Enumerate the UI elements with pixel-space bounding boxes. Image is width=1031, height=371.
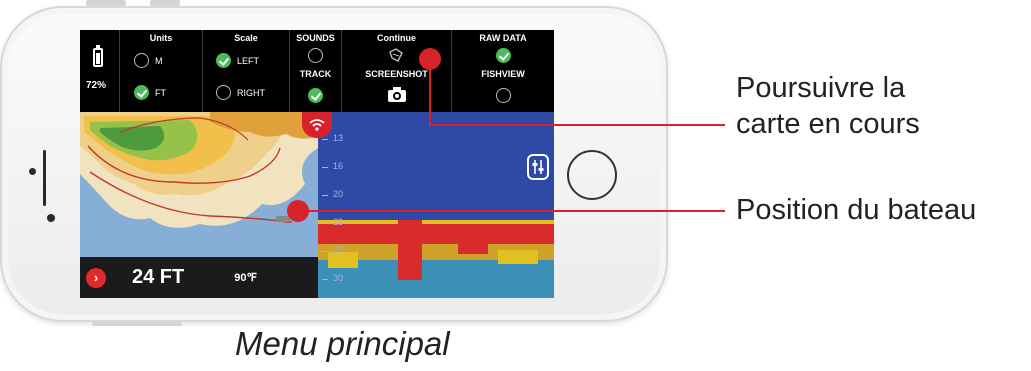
wifi-status-tab[interactable]	[302, 112, 332, 138]
power-button	[92, 322, 182, 326]
depth-tick	[322, 223, 328, 224]
sliders-icon	[532, 160, 544, 174]
continue-button[interactable]	[388, 46, 406, 64]
fishview-toggle[interactable]	[496, 88, 511, 103]
scale-option-left-label: LEFT	[237, 55, 260, 66]
units-option-m[interactable]: M	[134, 53, 163, 68]
track-toggle[interactable]	[308, 88, 323, 103]
sonar-view[interactable]	[318, 112, 554, 298]
continue-screenshot-group: Continue SCREENSHOT	[342, 30, 452, 112]
scale-option-right-label: RIGHT	[237, 87, 265, 98]
depth-readout: 24 FT	[132, 266, 185, 288]
figure-caption: Menu principal	[235, 325, 450, 362]
scale-option-right[interactable]: RIGHT	[216, 85, 265, 100]
scale-option-left[interactable]: LEFT	[216, 53, 259, 68]
continue-label-line2: carte en cours	[736, 108, 920, 140]
boat-callout-dot	[287, 200, 309, 222]
raw-data-title: RAW DATA	[479, 33, 527, 43]
depth-tick-label: 13	[333, 133, 344, 143]
continue-label-line1: Poursuivre la	[736, 72, 906, 104]
depth-tick-label: 20	[333, 189, 344, 199]
phone-speaker	[43, 150, 46, 206]
units-option-ft-label: FT	[155, 87, 166, 98]
units-title: Units	[149, 33, 173, 43]
depth-tick	[322, 195, 328, 196]
raw-data-toggle[interactable]	[496, 48, 511, 63]
depth-tick	[322, 251, 328, 252]
depth-status-bar: › 24 FT 90℉	[80, 257, 318, 298]
depth-tick	[322, 167, 328, 168]
temperature-readout: 90℉	[234, 272, 257, 284]
radio-unchecked-icon	[216, 85, 231, 100]
sonar-settings-button[interactable]	[527, 154, 549, 180]
track-title: TRACK	[299, 69, 332, 79]
depth-tick-label: 16	[333, 161, 344, 171]
rawdata-fishview-group: RAW DATA FISHVIEW	[452, 30, 554, 112]
depth-scale: 13 16 20 23 27 30	[318, 112, 344, 298]
main-menu: 72% Units M FT Scale LEFT RIGHT	[80, 30, 554, 112]
battery-icon	[93, 45, 103, 67]
depth-tick	[322, 279, 328, 280]
wifi-icon	[309, 119, 325, 131]
battery-status: 72%	[80, 30, 120, 112]
depth-tick	[322, 139, 328, 140]
front-camera	[29, 168, 36, 175]
map-icon	[389, 48, 403, 62]
depth-tick-label: 23	[333, 217, 344, 227]
sonar-graphic	[318, 112, 554, 298]
continue-callout-line	[429, 124, 725, 126]
radio-checked-icon	[216, 53, 231, 68]
units-option-m-label: M	[155, 55, 163, 66]
camera-icon	[388, 87, 406, 102]
home-button[interactable]	[567, 150, 617, 200]
sounds-toggle[interactable]	[308, 48, 323, 63]
units-group: Units M FT	[120, 30, 203, 112]
sounds-track-group: SOUNDS TRACK	[290, 30, 342, 112]
radio-checked-icon	[134, 85, 149, 100]
fishview-title: FISHVIEW	[481, 69, 525, 79]
sounds-title: SOUNDS	[296, 33, 335, 43]
proximity-sensor	[47, 214, 55, 222]
depth-tick-label: 30	[333, 273, 344, 283]
volume-button	[86, 0, 126, 6]
depth-tick-label: 27	[333, 245, 344, 255]
boat-callout-line	[300, 210, 725, 212]
app-screen: 72% Units M FT Scale LEFT RIGHT	[80, 30, 554, 298]
scale-title: Scale	[234, 33, 258, 43]
boat-label: Position du bateau	[736, 194, 977, 226]
side-button	[150, 0, 180, 6]
continue-label: Poursuivre la carte en cours	[736, 70, 920, 142]
screenshot-button[interactable]	[387, 86, 407, 103]
scale-group: Scale LEFT RIGHT	[203, 30, 290, 112]
units-option-ft[interactable]: FT	[134, 85, 166, 100]
screenshot-title: SCREENSHOT	[365, 69, 428, 79]
continue-callout-line	[429, 58, 431, 126]
expand-chevron-button[interactable]: ›	[86, 267, 106, 288]
battery-percentage: 72%	[86, 80, 107, 91]
continue-title: Continue	[377, 33, 416, 43]
radio-unchecked-icon	[134, 53, 149, 68]
